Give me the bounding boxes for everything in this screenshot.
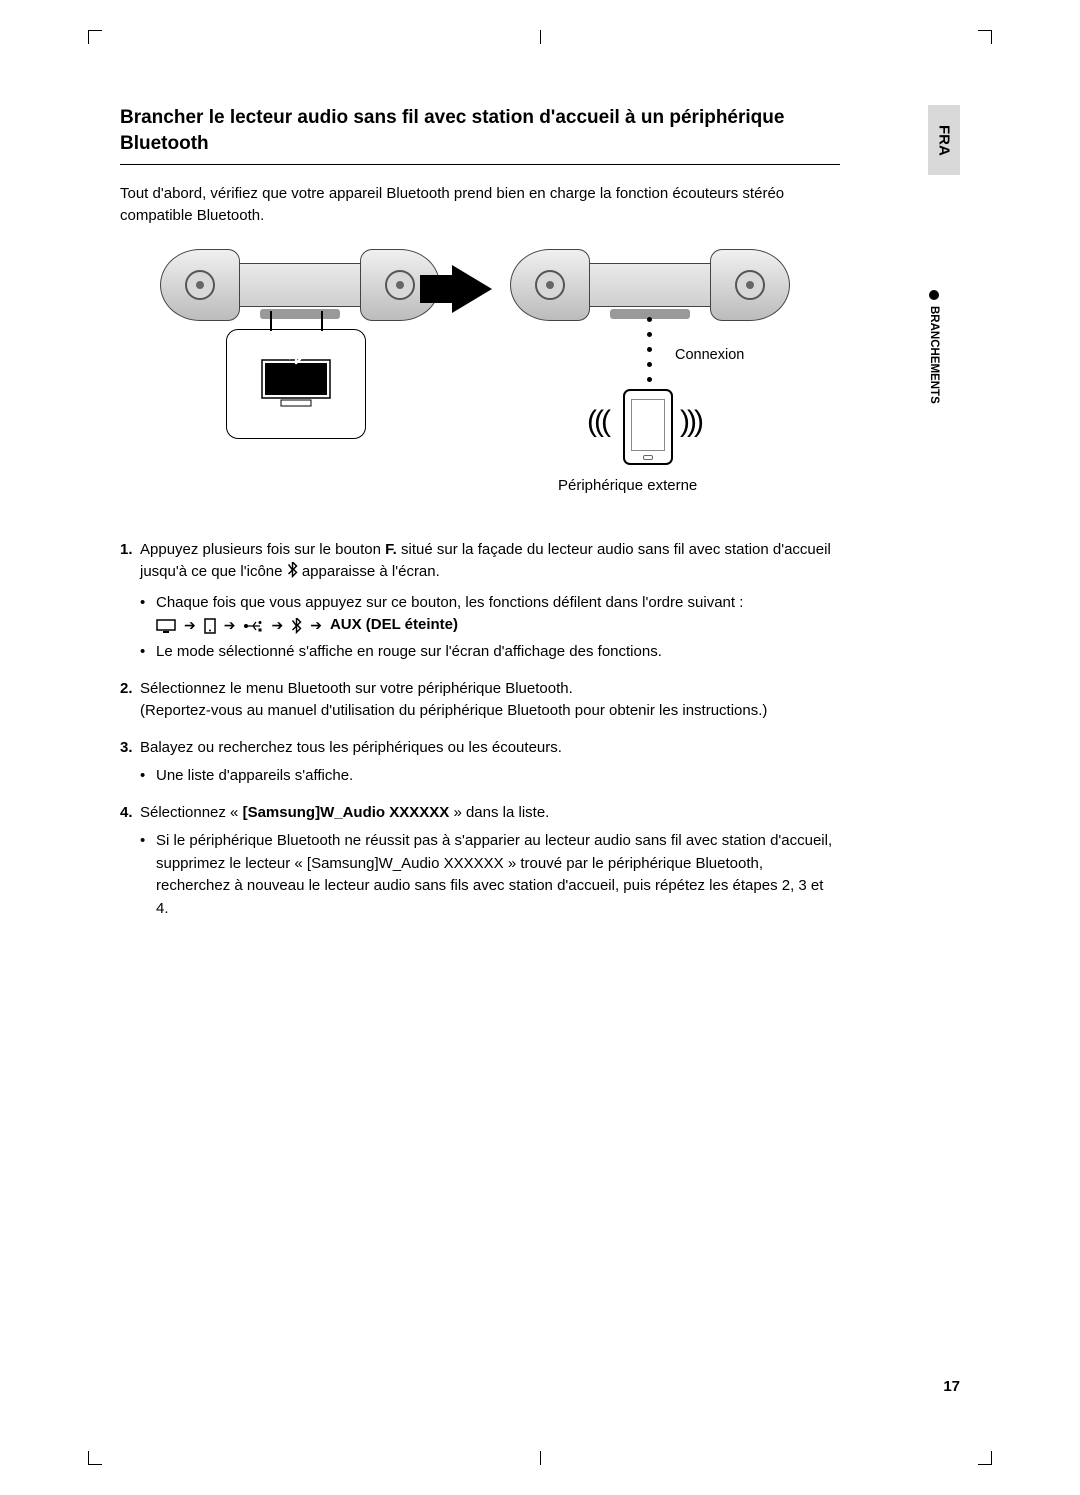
arrow-icon: [452, 265, 492, 313]
aux-label: AUX (DEL éteinte): [330, 614, 458, 637]
crop-mark: [978, 30, 992, 44]
signal-waves-right-icon: ))): [680, 405, 701, 439]
crop-mark: [540, 30, 541, 44]
speaker-left: [160, 249, 440, 321]
step-sub-item: Chaque fois que vous appuyez sur ce bout…: [140, 592, 840, 637]
speaker-right: [510, 249, 790, 321]
section-bullet-icon: [929, 290, 939, 300]
bluetooth-seq-icon: [291, 618, 302, 634]
page-heading: Brancher le lecteur audio sans fil avec …: [120, 105, 840, 165]
phone-icon: [623, 389, 673, 465]
step-4: 4. Sélectionnez « [Samsung]W_Audio XXXXX…: [120, 802, 840, 921]
signal-waves-left-icon: (((: [587, 405, 608, 439]
step-text: Balayez ou recherchez tous les périphéri…: [140, 739, 562, 756]
page-number: 17: [943, 1378, 960, 1395]
step-sub-item: Si le périphérique Bluetooth ne réussit …: [140, 830, 840, 920]
arrow-icon: ➔: [184, 615, 196, 636]
intro-text: Tout d'abord, vérifiez que votre apparei…: [120, 183, 840, 227]
step-2: 2. Sélectionnez le menu Bluetooth sur vo…: [120, 678, 840, 723]
bluetooth-inline-icon: [287, 562, 298, 586]
step-number: 1.: [120, 539, 133, 562]
arrow-icon: ➔: [224, 615, 236, 636]
usb-icon: [243, 620, 263, 632]
crop-mark: [540, 1451, 541, 1465]
connexion-label: Connexion: [675, 347, 744, 363]
callout-line: [321, 311, 323, 331]
connection-diagram: Connexion ((( ))) Périphérique externe: [120, 249, 840, 509]
step-text: Sélectionnez « [Samsung]W_Audio XXXXXX »…: [140, 804, 549, 821]
bluetooth-callout: [226, 329, 366, 439]
step-1: 1. Appuyez plusieurs fois sur le bouton …: [120, 539, 840, 664]
peripheral-label: Périphérique externe: [558, 477, 697, 494]
step-text: Sélectionnez le menu Bluetooth sur votre…: [140, 680, 767, 720]
callout-line: [270, 311, 272, 331]
section-tab: BRANCHEMENTS: [928, 290, 940, 404]
tv-icon: [156, 619, 176, 633]
step-sub-item: Le mode sélectionné s'affiche en rouge s…: [140, 641, 840, 664]
language-label: FRA: [936, 125, 953, 156]
device-name: [Samsung]W_Audio XXXXXX: [243, 804, 450, 821]
page-content: FRA BRANCHEMENTS Brancher le lecteur aud…: [120, 105, 960, 1395]
bluetooth-icon: [287, 336, 305, 375]
tablet-icon: [204, 618, 216, 634]
step-number: 2.: [120, 678, 133, 701]
arrow-icon: ➔: [271, 615, 283, 636]
section-label: BRANCHEMENTS: [928, 306, 940, 404]
crop-mark: [978, 1451, 992, 1465]
step-number: 3.: [120, 737, 133, 760]
instruction-steps: 1. Appuyez plusieurs fois sur le bouton …: [120, 539, 840, 920]
function-button-label: F.: [385, 541, 397, 558]
connection-dots: [648, 317, 650, 382]
step-3: 3. Balayez ou recherchez tous les périph…: [120, 737, 840, 788]
step-sub-item: Une liste d'appareils s'affiche.: [140, 765, 840, 788]
arrow-icon: ➔: [310, 615, 322, 636]
side-tabs: FRA BRANCHEMENTS: [928, 105, 960, 404]
crop-mark: [88, 1451, 102, 1465]
crop-mark: [88, 30, 102, 44]
step-text: Appuyez plusieurs fois sur le bouton F. …: [140, 541, 831, 581]
step-number: 4.: [120, 802, 133, 825]
mode-sequence: ➔ ➔ ➔ ➔ AUX (DEL éteinte): [156, 614, 458, 637]
language-tab: FRA: [928, 105, 960, 175]
